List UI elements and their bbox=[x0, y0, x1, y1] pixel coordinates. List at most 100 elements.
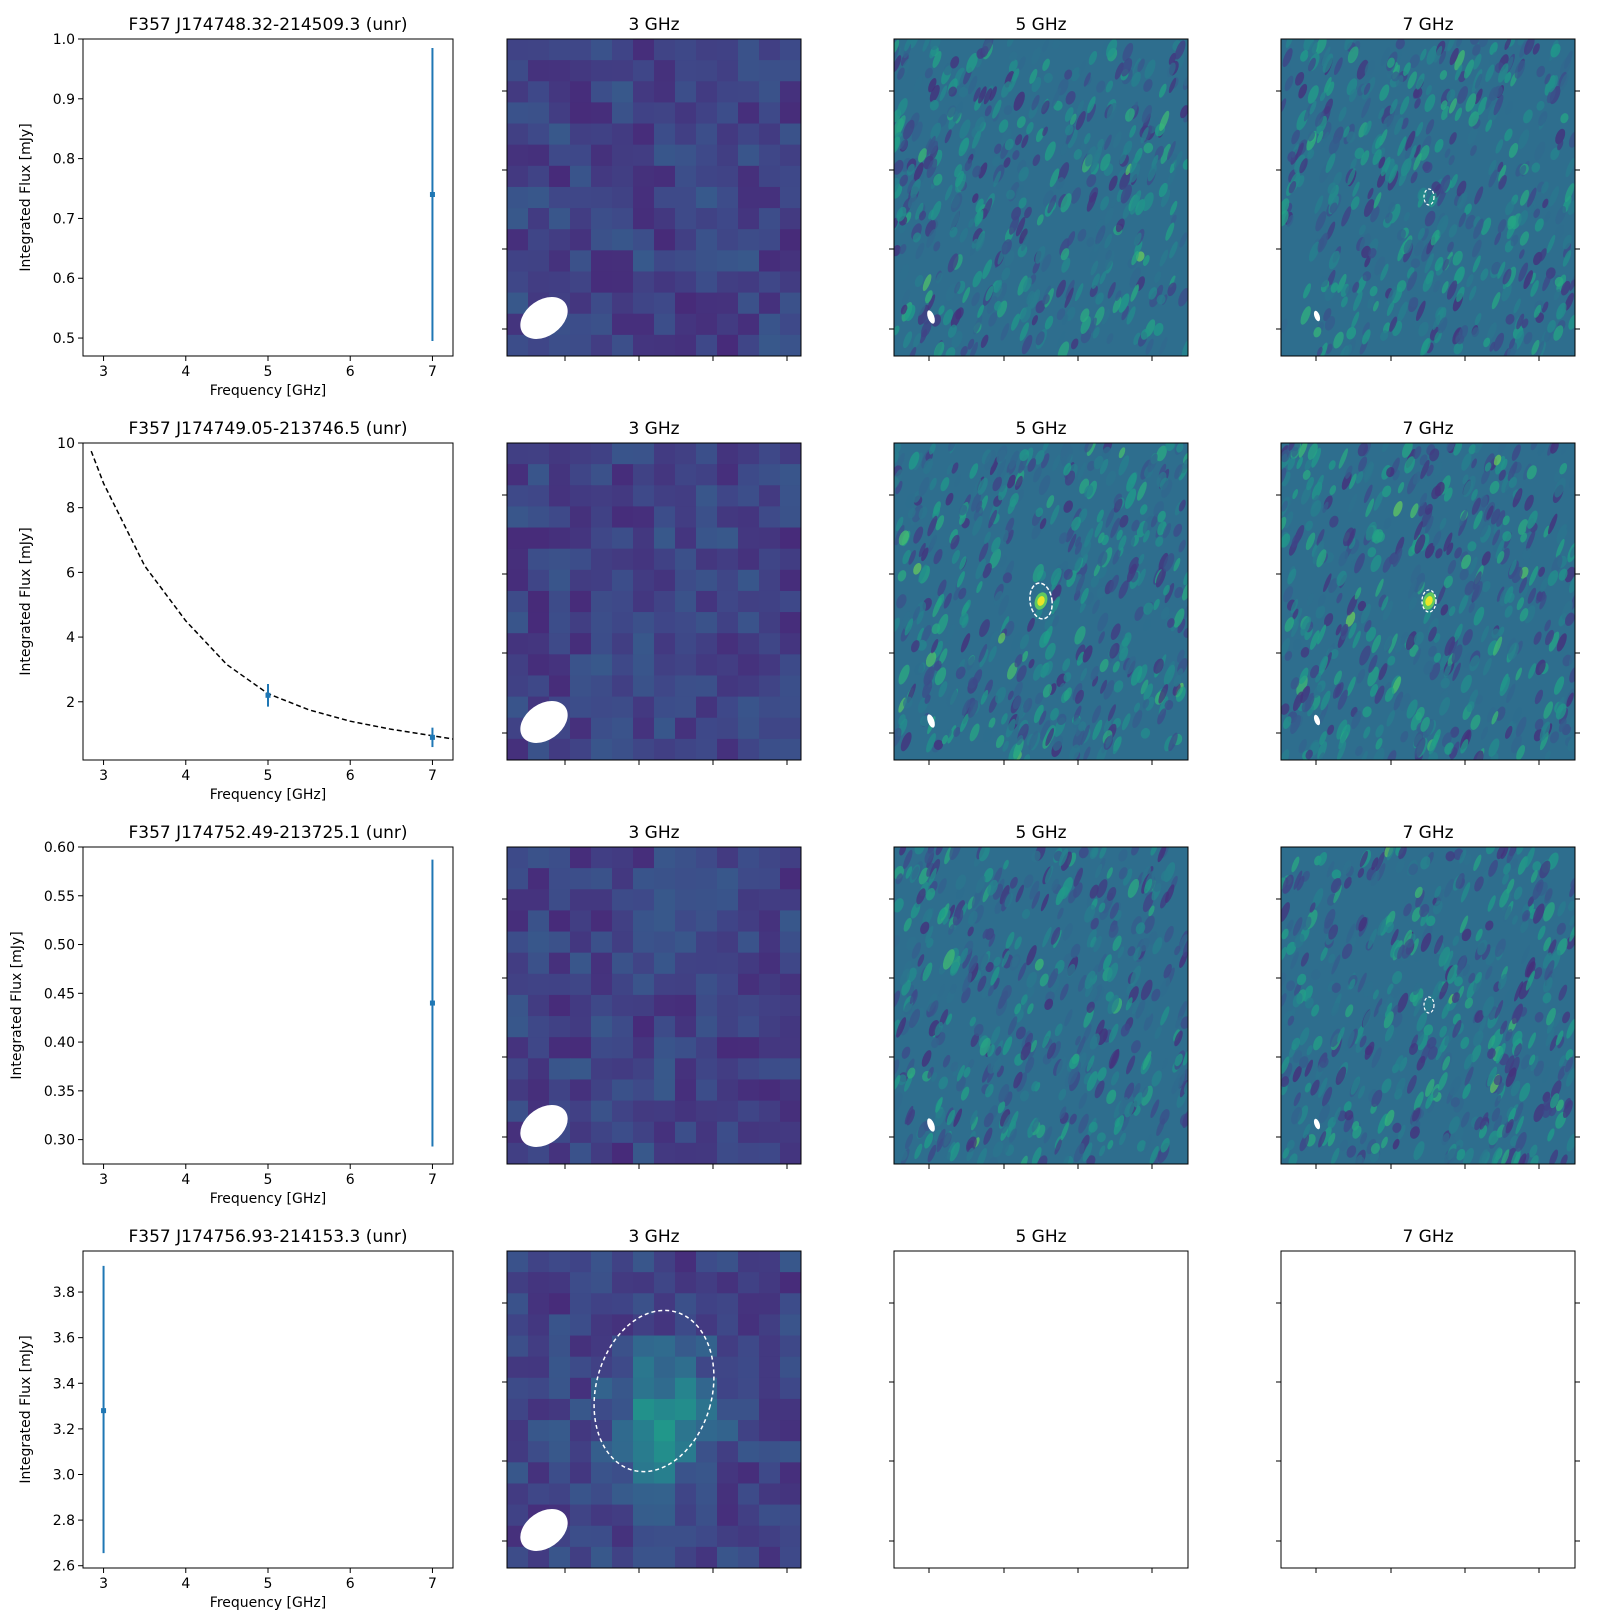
flux-axes: 3 4 5 6 7 2.6 2.8 3.0 3.2 3.4 3.6 3.8 Frequency [GHz… bbox=[18, 1227, 454, 1611]
x-tick-label: 3 bbox=[99, 1576, 108, 1592]
cutout-3ghz: 3 GHz bbox=[502, 1227, 802, 1573]
source-ellipse bbox=[593, 1309, 715, 1473]
image-title: 7 GHz bbox=[1402, 823, 1453, 843]
image-title: 3 GHz bbox=[628, 419, 679, 439]
panel-title: F357 J174748.32-214509.3 (unr) bbox=[128, 15, 407, 35]
y-tick-label: 0.5 bbox=[53, 331, 75, 347]
y-axis-label: Integrated Flux [mJy] bbox=[18, 1335, 34, 1483]
y-axis-label: Integrated Flux [mJy] bbox=[18, 527, 34, 675]
y-axis-label: Integrated Flux [mJy] bbox=[9, 931, 25, 1079]
image-frame bbox=[506, 442, 802, 761]
beam-ellipse bbox=[520, 297, 568, 339]
y-tick-label: 0.8 bbox=[53, 152, 75, 168]
x-tick-label: 5 bbox=[264, 364, 273, 380]
image-pixels bbox=[894, 443, 1188, 760]
image-frame bbox=[1280, 1250, 1576, 1569]
empty-image bbox=[1281, 1251, 1575, 1568]
beam-ellipse bbox=[520, 1105, 568, 1147]
data-point bbox=[429, 734, 435, 740]
y-tick-label: 2.6 bbox=[53, 1559, 75, 1575]
source-row-4: 3 4 5 6 7 2.6 2.8 3.0 3.2 3.4 3.6 3.8 Frequency [GHz… bbox=[18, 1227, 1580, 1611]
image-pixels bbox=[507, 1251, 801, 1568]
image-title: 3 GHz bbox=[628, 15, 679, 35]
image-title: 3 GHz bbox=[628, 1227, 679, 1247]
x-tick-label: 5 bbox=[264, 768, 273, 784]
image-pixels bbox=[1281, 1251, 1575, 1568]
y-tick-label: 0.30 bbox=[44, 1133, 75, 1149]
x-tick-label: 4 bbox=[181, 1172, 190, 1188]
axes-frame bbox=[82, 38, 454, 357]
source-ellipse bbox=[1423, 996, 1435, 1014]
fit-line bbox=[90, 450, 454, 740]
image-frame bbox=[893, 1250, 1189, 1569]
source-row-1: 3 4 5 6 7 0.5 0.6 0.7 0.8 0.9 1.0 Frequency [GHz] In… bbox=[18, 15, 1580, 399]
x-tick-label: 4 bbox=[181, 364, 190, 380]
y-tick-label: 3.4 bbox=[53, 1376, 75, 1392]
axes-frame bbox=[82, 1250, 454, 1569]
data-point bbox=[429, 1000, 435, 1006]
beam-ellipse bbox=[520, 1509, 568, 1551]
y-tick-label: 10 bbox=[57, 436, 75, 452]
source-row-2: 3 4 5 6 7 2 4 6 8 10 Frequency [GHz] Integrated Flu… bbox=[18, 419, 1580, 803]
panel-title: F357 J174749.05-213746.5 (unr) bbox=[128, 419, 407, 439]
x-tick-label: 6 bbox=[346, 1576, 355, 1592]
image-pixels bbox=[507, 847, 801, 1164]
x-tick-label: 3 bbox=[99, 1172, 108, 1188]
panel-title: F357 J174756.93-214153.3 (unr) bbox=[128, 1227, 407, 1247]
image-title: 5 GHz bbox=[1015, 419, 1066, 439]
cutout-3ghz: 3 GHz bbox=[502, 15, 802, 361]
y-tick-label: 0.9 bbox=[53, 92, 75, 108]
x-tick-label: 5 bbox=[264, 1172, 273, 1188]
y-axis-label: Integrated Flux [mJy] bbox=[18, 123, 34, 271]
y-tick-label: 6 bbox=[66, 565, 75, 581]
image-title: 7 GHz bbox=[1402, 1227, 1453, 1247]
cutout-7ghz: 7 GHz bbox=[1276, 15, 1580, 361]
y-tick-label: 0.60 bbox=[44, 840, 75, 856]
beam-ellipse bbox=[1313, 714, 1321, 726]
data-point bbox=[429, 192, 435, 198]
y-tick-label: 3.0 bbox=[53, 1467, 75, 1483]
image-title: 5 GHz bbox=[1015, 1227, 1066, 1247]
cutout-3ghz: 3 GHz bbox=[502, 419, 802, 765]
image-frame bbox=[506, 1250, 802, 1569]
x-axis-label: Frequency [GHz] bbox=[210, 1191, 326, 1207]
image-frame bbox=[1280, 846, 1576, 1165]
source-ellipse bbox=[1423, 188, 1435, 206]
panel-title: F357 J174752.49-213725.1 (unr) bbox=[128, 823, 407, 843]
y-tick-label: 3.6 bbox=[53, 1331, 75, 1347]
cutout-5ghz: 5 GHz bbox=[889, 1227, 1189, 1573]
source-peak bbox=[1425, 596, 1433, 606]
x-axis-label: Frequency [GHz] bbox=[210, 1595, 326, 1611]
y-tick-label: 0.55 bbox=[44, 889, 75, 905]
beam-ellipse bbox=[927, 310, 935, 324]
x-axis-label: Frequency [GHz] bbox=[210, 787, 326, 803]
y-tick-label: 0.50 bbox=[44, 938, 75, 954]
y-tick-label: 0.40 bbox=[44, 1035, 75, 1051]
data-point bbox=[265, 692, 271, 698]
x-tick-label: 4 bbox=[181, 1576, 190, 1592]
y-tick-label: 3.2 bbox=[53, 1422, 75, 1438]
beam-ellipse bbox=[1313, 310, 1321, 322]
x-tick-label: 7 bbox=[428, 1172, 437, 1188]
image-title: 5 GHz bbox=[1015, 823, 1066, 843]
image-pixels bbox=[894, 1251, 1188, 1568]
cutout-5ghz: 5 GHz bbox=[889, 15, 1189, 361]
source-ellipse bbox=[1029, 582, 1053, 620]
image-frame bbox=[1280, 442, 1576, 761]
cutout-3ghz: 3 GHz bbox=[502, 823, 802, 1169]
y-tick-label: 0.45 bbox=[44, 986, 75, 1002]
y-tick-label: 0.6 bbox=[53, 271, 75, 287]
y-tick-label: 8 bbox=[66, 501, 75, 517]
x-tick-label: 4 bbox=[181, 768, 190, 784]
y-tick-label: 0.7 bbox=[53, 211, 75, 227]
x-tick-label: 6 bbox=[346, 768, 355, 784]
data-point bbox=[101, 1408, 107, 1414]
image-title: 5 GHz bbox=[1015, 15, 1066, 35]
image-frame bbox=[1280, 38, 1576, 357]
cutout-5ghz: 5 GHz bbox=[889, 419, 1189, 765]
image-title: 3 GHz bbox=[628, 823, 679, 843]
image-frame bbox=[893, 38, 1189, 357]
x-tick-label: 6 bbox=[346, 364, 355, 380]
beam-ellipse bbox=[927, 714, 935, 728]
